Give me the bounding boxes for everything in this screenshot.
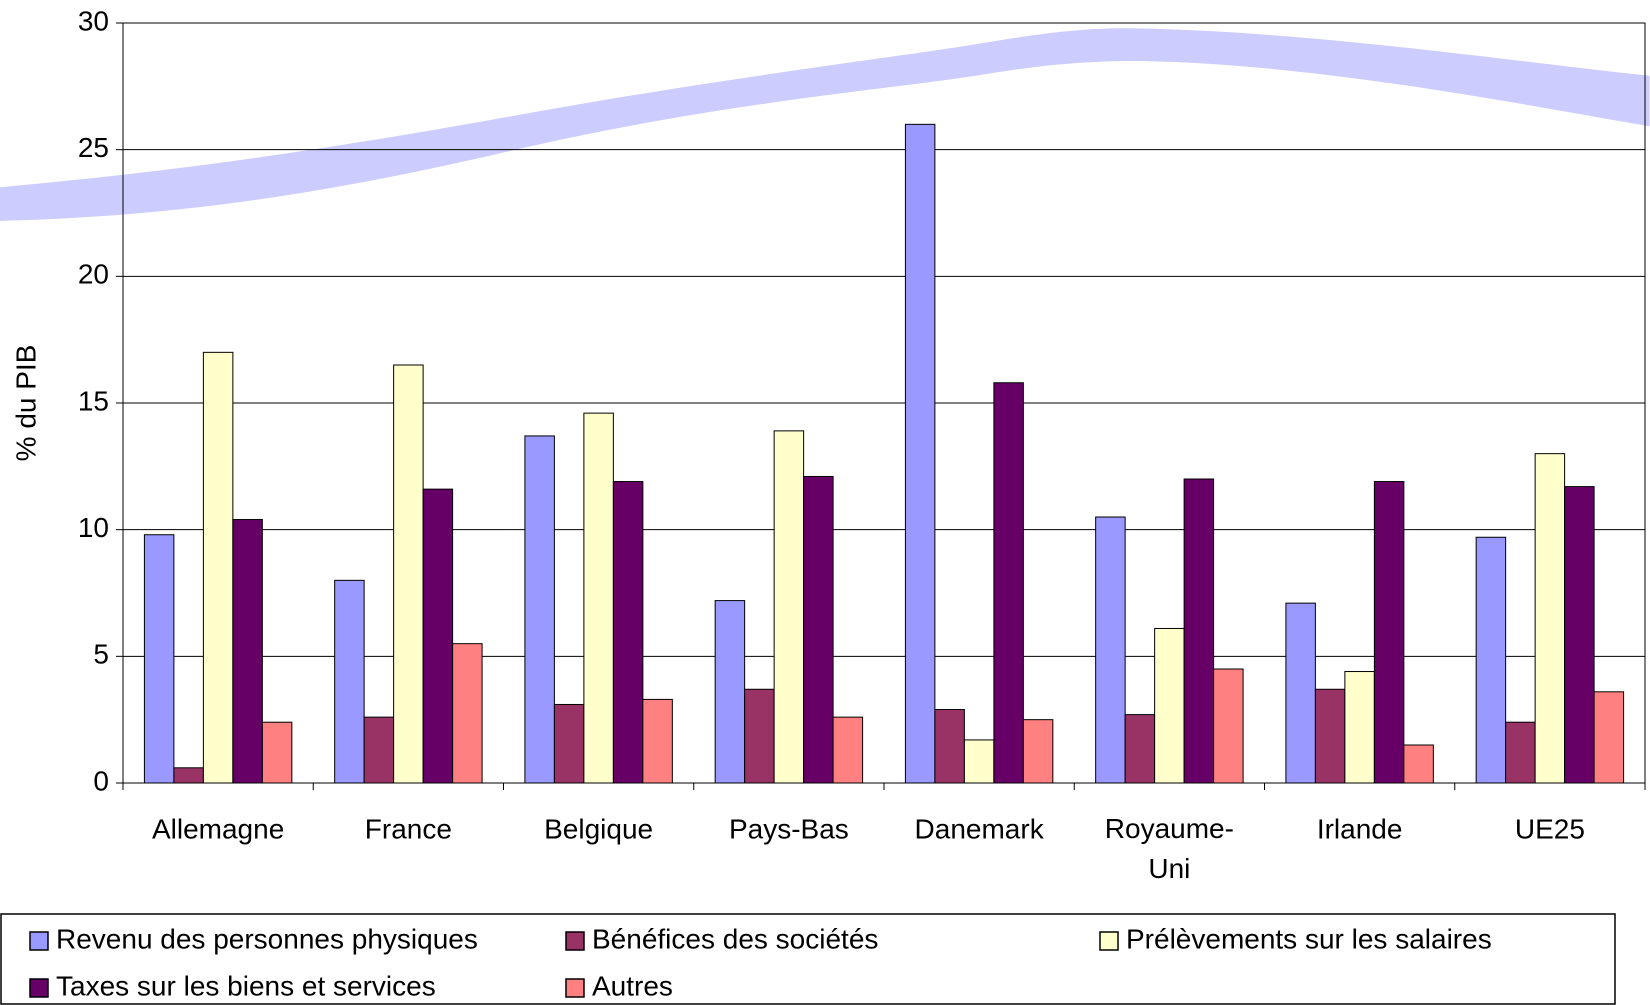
y-tick-label: 10 bbox=[78, 512, 109, 543]
legend-swatch bbox=[29, 978, 49, 998]
bar bbox=[773, 430, 805, 784]
y-tick-label: 25 bbox=[78, 132, 109, 163]
bar bbox=[261, 721, 293, 784]
x-tick-label: Pays-Bas bbox=[729, 813, 849, 844]
decorative-swoosh bbox=[0, 28, 1650, 221]
legend-label: Revenu des personnes physiques bbox=[56, 923, 478, 954]
bar bbox=[1373, 481, 1405, 784]
bar bbox=[583, 412, 614, 784]
legend-swatch bbox=[1099, 931, 1119, 951]
bar bbox=[1095, 516, 1126, 784]
bar bbox=[1124, 714, 1156, 784]
bar bbox=[1593, 691, 1625, 784]
bar bbox=[143, 534, 175, 784]
legend-label: Prélèvements sur les salaires bbox=[1126, 923, 1492, 954]
y-tick-label: 20 bbox=[78, 259, 109, 290]
legend-label: Bénéfices des sociétés bbox=[592, 923, 878, 954]
x-tick-label: Royaume-Uni bbox=[1105, 813, 1234, 884]
y-tick-label: 30 bbox=[78, 5, 109, 36]
x-tick-label: UE25 bbox=[1515, 813, 1585, 844]
y-tick-label: 5 bbox=[93, 639, 109, 670]
legend-swatch bbox=[29, 931, 49, 951]
bar bbox=[1344, 671, 1375, 784]
legend-swatch bbox=[565, 931, 585, 951]
x-tick-label: Belgique bbox=[544, 813, 653, 844]
bar bbox=[363, 716, 395, 784]
bar bbox=[1505, 721, 1536, 784]
legend-box bbox=[0, 913, 1616, 1005]
bar bbox=[904, 123, 936, 784]
bar bbox=[524, 435, 555, 784]
x-tick-label: Allemagne bbox=[152, 813, 284, 844]
bar bbox=[1403, 744, 1434, 784]
bar bbox=[714, 600, 746, 784]
bar bbox=[393, 364, 424, 784]
bar bbox=[202, 351, 234, 784]
bar bbox=[1022, 719, 1054, 784]
bar bbox=[1475, 536, 1507, 784]
bar bbox=[553, 703, 585, 784]
bar bbox=[963, 739, 995, 784]
bar bbox=[1564, 486, 1595, 784]
bar bbox=[642, 698, 673, 784]
y-tick-label: 15 bbox=[78, 385, 109, 416]
bar bbox=[1314, 688, 1346, 784]
bar bbox=[744, 688, 775, 784]
x-tick-label: France bbox=[365, 813, 452, 844]
y-tick-label: 0 bbox=[93, 765, 109, 796]
bar bbox=[1183, 478, 1215, 784]
bar bbox=[173, 767, 204, 784]
bar bbox=[1534, 453, 1566, 784]
bar bbox=[422, 488, 454, 784]
legend-label: Taxes sur les biens et services bbox=[56, 970, 436, 1001]
legend-swatch bbox=[565, 978, 585, 998]
bar bbox=[452, 643, 483, 784]
bar bbox=[612, 481, 644, 784]
x-tick-label: Danemark bbox=[915, 813, 1045, 844]
bar bbox=[993, 382, 1024, 784]
x-tick-label: Irlande bbox=[1317, 813, 1403, 844]
bar bbox=[1154, 627, 1185, 784]
bar bbox=[1213, 668, 1244, 784]
bar bbox=[803, 475, 834, 784]
bar bbox=[1285, 602, 1316, 784]
bar bbox=[934, 709, 965, 784]
y-axis-label: % du PIB bbox=[10, 345, 41, 462]
bar bbox=[232, 519, 263, 784]
bar bbox=[334, 579, 365, 784]
legend-label: Autres bbox=[592, 970, 673, 1001]
bar bbox=[832, 716, 864, 784]
